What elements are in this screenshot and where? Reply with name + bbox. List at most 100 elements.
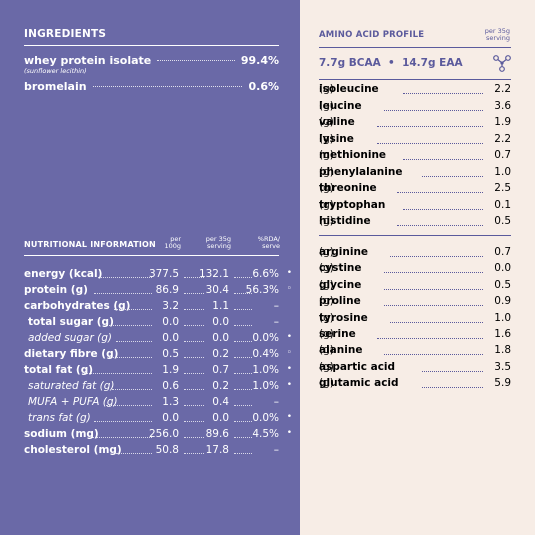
amino-unit: (g) xyxy=(319,83,334,95)
nutrition-row: added sugar (g) 0.0 0.0 0.0% • xyxy=(24,332,296,346)
dotted-leader xyxy=(403,208,483,210)
amino-label: tryptophan xyxy=(319,198,386,211)
serving-value: 1.1 xyxy=(212,300,229,312)
nutrient-label: saturated fat (g) xyxy=(28,380,115,392)
dotted-leader xyxy=(92,86,243,87)
amino-row: aspartic acid (g) 3.5 xyxy=(319,361,511,375)
rda-value: 1.0% xyxy=(252,364,279,376)
amino-rule-group xyxy=(319,235,511,236)
dotted-leader xyxy=(94,293,152,294)
footnote-mark: ◦ xyxy=(286,284,292,294)
dotted-leader xyxy=(184,437,204,438)
dotted-leader xyxy=(184,277,204,278)
amino-value: 1.6 xyxy=(494,328,511,340)
serving-value: 89.6 xyxy=(205,428,229,440)
per100-value: 3.2 xyxy=(162,300,179,312)
amino-value: 0.5 xyxy=(494,278,511,291)
serving-value: 0.0 xyxy=(212,316,229,328)
serving-value: 0.2 xyxy=(212,348,229,360)
amino-label: histidine xyxy=(319,215,371,227)
nutrition-row: protein (g) 86.9 30.4 56.3% ◦ xyxy=(24,284,296,298)
amino-summary: 7.7g BCAA • 14.7g EAA xyxy=(319,57,463,69)
ingredient-name: bromelain xyxy=(24,80,87,93)
nutrient-label: trans fat (g) xyxy=(28,412,91,424)
col-serving-line1: per 35g xyxy=(205,235,231,243)
dotted-leader xyxy=(94,421,152,422)
amino-value: 2.5 xyxy=(494,182,511,194)
amino-row: phenylalanine (g) 1.0 xyxy=(319,166,511,180)
col-serving-line2: serving xyxy=(207,242,231,250)
ingredient-name: whey protein isolate xyxy=(24,54,152,67)
dotted-leader xyxy=(184,341,204,342)
serving-value: 17.8 xyxy=(205,444,229,456)
dotted-leader xyxy=(390,321,483,323)
nutrition-row: MUFA + PUFA (g) 1.3 0.4 – xyxy=(24,396,296,410)
dotted-leader xyxy=(234,373,252,374)
nutrition-row: sodium (mg) 256.0 89.6 4.5% • xyxy=(24,428,296,442)
amino-label: isoleucine xyxy=(319,83,379,95)
nutrition-row: cholesterol (mg) 50.8 17.8 – xyxy=(24,444,296,458)
footnote-mark: • xyxy=(286,380,292,390)
serving-value: 0.2 xyxy=(212,380,229,392)
amino-row: tyrosine (g) 1.0 xyxy=(319,312,511,326)
dotted-leader xyxy=(383,305,483,307)
amino-unit: (g) xyxy=(319,246,334,258)
dotted-leader xyxy=(106,325,152,326)
amino-label: proline xyxy=(319,295,361,308)
per100-value: 1.9 xyxy=(162,364,179,376)
amino-label: lysine xyxy=(319,132,354,145)
nutrient-label: protein (g) xyxy=(24,284,88,296)
amino-unit: (g) xyxy=(319,262,334,275)
col-per100-line2: 100g xyxy=(164,242,181,250)
footnote-mark: • xyxy=(286,428,292,438)
right-panel: AMINO ACID PROFILE per 35g serving 7.7g … xyxy=(300,0,535,535)
dotted-leader xyxy=(234,453,252,454)
rda-value: – xyxy=(273,444,279,456)
col-rda-header: %RDA/ serve xyxy=(245,236,280,250)
ingredient-sub: (sunflower lecithin) xyxy=(24,67,87,75)
dotted-leader xyxy=(390,256,483,257)
amino-rule-top xyxy=(319,47,511,48)
dotted-leader xyxy=(112,389,152,390)
nutrition-rule xyxy=(24,255,279,256)
dotted-leader xyxy=(109,357,152,358)
amino-unit: (g) xyxy=(319,311,334,324)
ingredient-row: whey protein isolate 99.4% xyxy=(24,54,279,67)
rda-value: – xyxy=(273,300,279,312)
dotted-leader xyxy=(184,357,204,358)
dotted-leader xyxy=(377,338,483,339)
amino-value: 0.5 xyxy=(494,215,511,227)
dotted-leader xyxy=(184,325,204,326)
per100-value: 377.5 xyxy=(148,268,179,280)
amino-row: cystine (g) 0.0 xyxy=(319,262,511,276)
rda-value: 56.3% xyxy=(245,284,279,296)
per100-value: 0.0 xyxy=(162,316,179,328)
per100-value: 86.9 xyxy=(155,284,179,296)
dotted-leader xyxy=(383,272,483,274)
footnote-mark: ◦ xyxy=(286,348,292,358)
dotted-leader xyxy=(234,389,252,390)
nutrient-label: carbohydrates (g) xyxy=(24,300,131,312)
dotted-leader xyxy=(234,421,252,422)
dotted-leader xyxy=(422,175,483,177)
amino-row: serine (g) 1.6 xyxy=(319,328,511,342)
per100-value: 256.0 xyxy=(148,428,179,440)
serving-value: 0.7 xyxy=(212,364,229,376)
amino-row: isoleucine (g) 2.2 xyxy=(319,83,511,97)
per100-value: 50.8 xyxy=(155,444,179,456)
rda-value: 0.4% xyxy=(252,348,279,360)
left-panel: INGREDIENTS whey protein isolate 99.4% (… xyxy=(0,0,300,535)
dotted-leader xyxy=(422,387,483,389)
amino-per-header: per 35g serving xyxy=(470,28,510,42)
rda-value: 0.0% xyxy=(252,412,279,424)
nutrient-label: MUFA + PUFA (g) xyxy=(28,396,118,408)
amino-value: 3.6 xyxy=(494,99,511,112)
amino-unit: (g) xyxy=(319,198,334,211)
dotted-leader xyxy=(116,453,152,454)
dotted-leader xyxy=(234,405,252,406)
nutrition-row: trans fat (g) 0.0 0.0 0.0% • xyxy=(24,412,296,426)
rda-value: 6.6% xyxy=(252,268,279,280)
amino-label: alanine xyxy=(319,344,363,357)
per100-value: 0.0 xyxy=(162,412,179,424)
dotted-leader xyxy=(403,93,483,94)
